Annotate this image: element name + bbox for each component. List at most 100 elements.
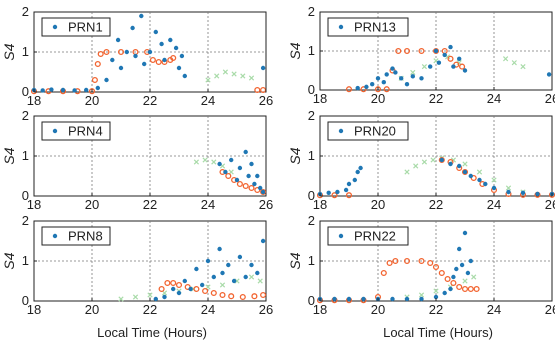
prn-point [173,45,179,51]
prn-point [168,37,173,43]
prn-point [410,74,415,79]
prn-point [462,169,468,175]
prn-point [506,189,511,195]
red-point [242,182,249,190]
prn-point [142,61,147,67]
prn-point [462,230,468,236]
red-point [456,283,463,291]
prn-point [162,57,167,63]
prn-point [255,270,260,276]
legend: PRN4 [41,121,111,141]
prn-point [546,72,552,77]
green-point [248,274,255,280]
red-point [251,293,258,300]
red-point [432,47,440,55]
x-tick-label: 20 [371,91,385,106]
red-point [155,58,162,66]
prn-point [130,25,135,31]
prn-point [355,85,360,91]
prn-point [220,270,225,276]
panel-prn22: 18 20 22 24 26 0 1 2 S4 Local Time (Hours) PRN22 [287,213,555,340]
red-point [447,55,454,62]
red-point [331,192,338,199]
x-tick-label: 18 [27,197,41,212]
y-tick-label: 0 [22,84,29,99]
green-point [430,157,436,163]
y-tick-label: 2 [22,213,29,228]
prn-point [436,60,442,65]
prn-point [352,177,357,183]
prn-point [176,65,182,71]
y-tick-label: 2 [308,108,315,123]
y-axis-label: S4 [287,42,303,59]
prn-point [448,44,453,50]
y-axis-label: S4 [1,147,17,164]
red-point [97,50,104,58]
red-point [149,56,156,64]
prn-point [162,294,167,300]
legend-marker [338,233,344,239]
prn-point [255,173,260,179]
prn-point [200,282,205,288]
red-point [210,289,217,297]
red-point [248,184,255,192]
x-axis-label: Local Time (Hours) [97,325,207,340]
green-point [118,296,124,302]
green-point [214,73,220,79]
red-point [170,279,177,287]
prn-point [520,190,526,195]
legend-box [41,17,111,37]
green-point [219,282,226,288]
prn-point [358,165,363,171]
green-point [211,159,217,165]
prn-point [237,254,243,260]
green-point [491,177,497,183]
prn-point [454,266,459,272]
prn-point [234,177,240,183]
y-tick-label: 1 [22,44,29,59]
prn-point [231,278,237,284]
red-point [418,257,425,265]
prn-point [448,286,453,292]
prn-point [381,80,386,85]
x-tick-label: 20 [371,197,385,212]
prn-point [260,65,266,71]
y-axis-label: S4 [287,252,303,269]
prn-point [433,294,439,300]
x-tick-label: 22 [143,302,157,317]
prn-point [390,66,395,71]
green-point [147,292,153,298]
prn-point [404,296,410,302]
prn-point [60,87,66,93]
prn-point [133,53,138,59]
red-point [380,269,387,277]
green-point [257,278,263,284]
y-axis-label: S4 [1,43,17,60]
prn-point [419,76,424,81]
prn-point [361,296,366,302]
x-tick-label: 20 [85,93,99,108]
prn-point [399,76,404,81]
red-point [438,156,445,164]
red-point [403,257,411,265]
red-point [444,275,451,283]
prn-point [326,190,331,195]
prn-point [243,149,248,155]
x-tick-label: 26 [545,197,555,212]
prn-point [433,48,439,54]
red-point [193,285,200,293]
red-point [374,86,382,93]
prn-point [457,56,462,61]
green-point [222,69,229,75]
green-point [421,63,428,70]
prn-point [451,274,456,280]
prn-point [124,49,129,55]
green-point [421,159,428,165]
x-tick-label: 22 [429,302,443,317]
y-tick-label: 1 [308,43,315,58]
red-point [170,54,177,62]
red-point [228,293,235,300]
x-tick-label: 18 [27,93,41,108]
prn-point [110,57,115,63]
